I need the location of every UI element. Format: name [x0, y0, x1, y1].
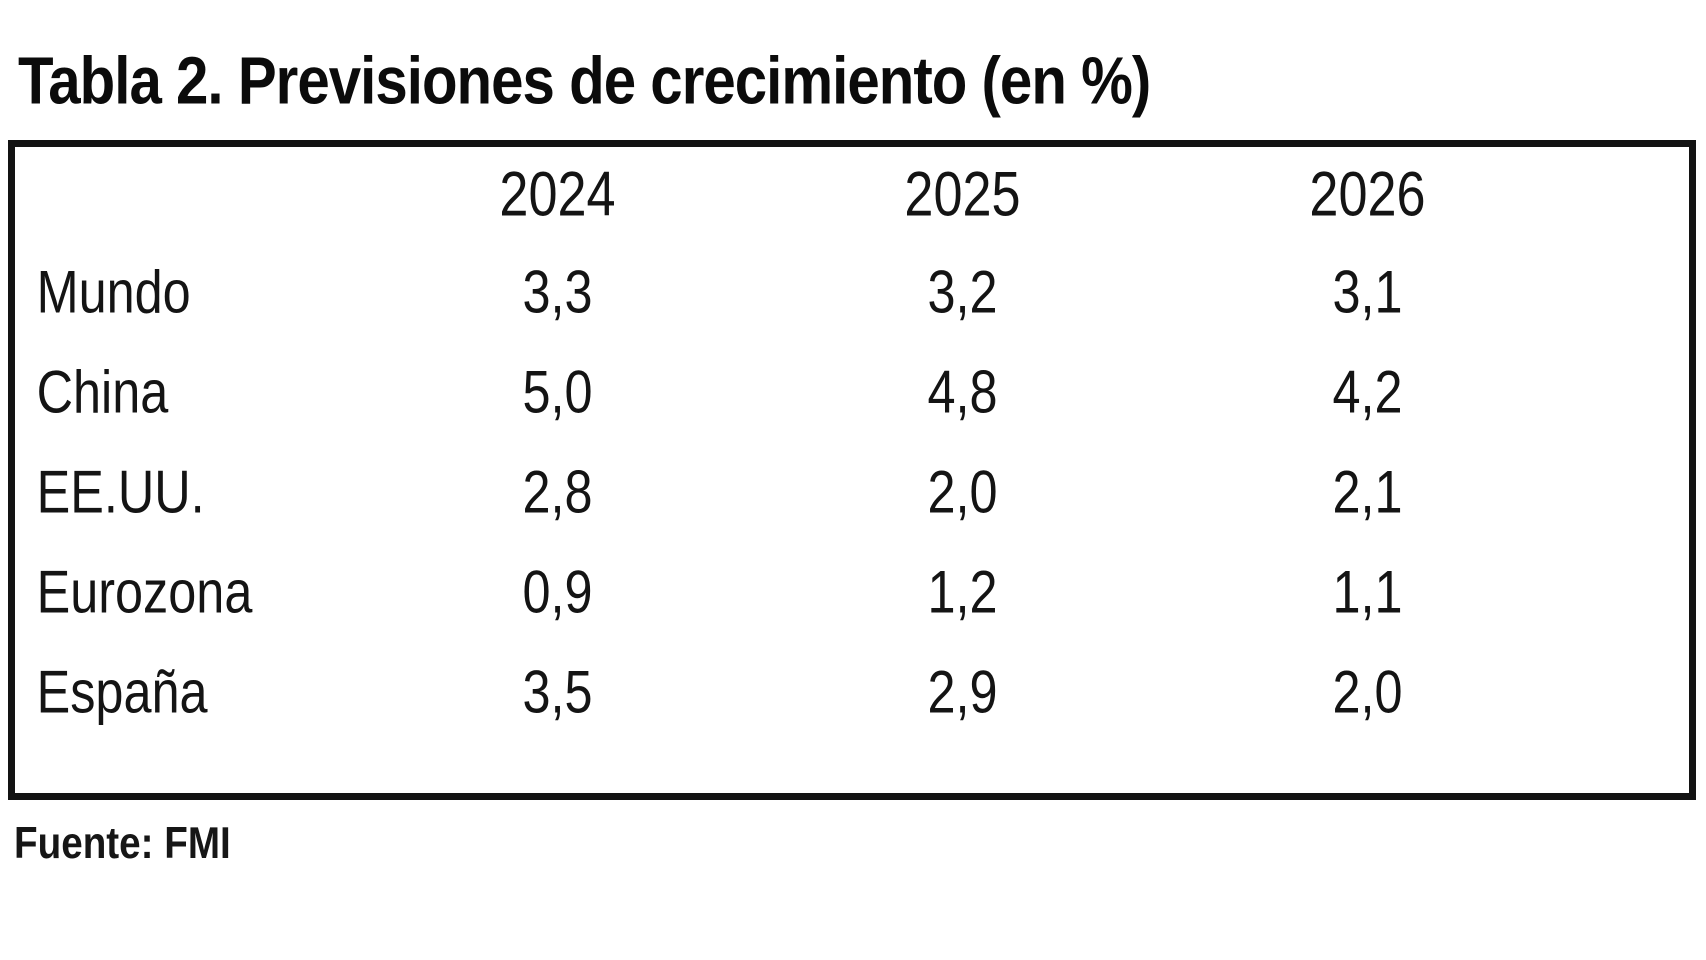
column-header-2025: 2025 [904, 158, 1021, 230]
table-title: Tabla 2. Previsiones de crecimiento (en … [18, 43, 1151, 119]
cell-espana-2024: 3,5 [522, 657, 593, 726]
cell-china-2026: 4,2 [1332, 357, 1403, 426]
cell-espana-2025: 2,9 [927, 657, 998, 726]
row-label-china: China [36, 357, 169, 426]
column-header-2026: 2026 [1309, 158, 1426, 230]
cell-eeuu-2026: 2,1 [1332, 457, 1403, 526]
row-label-espana: España [36, 657, 208, 726]
cell-eurozona-2025: 1,2 [927, 557, 998, 626]
cell-eurozona-2024: 0,9 [522, 557, 593, 626]
row-label-eeuu: EE.UU. [36, 457, 205, 526]
cell-mundo-2024: 3,3 [522, 257, 593, 326]
row-label-eurozona: Eurozona [36, 557, 253, 626]
row-label-mundo: Mundo [36, 257, 191, 326]
cell-china-2024: 5,0 [522, 357, 593, 426]
cell-espana-2026: 2,0 [1332, 657, 1403, 726]
cell-mundo-2025: 3,2 [927, 257, 998, 326]
cell-china-2025: 4,8 [927, 357, 998, 426]
column-header-2024: 2024 [499, 158, 616, 230]
growth-forecast-table: 2024 2025 2026 Mundo 3,3 3,2 3,1 China 5… [8, 140, 1696, 800]
cell-eurozona-2026: 1,1 [1332, 557, 1403, 626]
cell-eeuu-2025: 2,0 [927, 457, 998, 526]
cell-mundo-2026: 3,1 [1332, 257, 1403, 326]
cell-eeuu-2024: 2,8 [522, 457, 593, 526]
source-note: Fuente: FMI [14, 818, 231, 868]
